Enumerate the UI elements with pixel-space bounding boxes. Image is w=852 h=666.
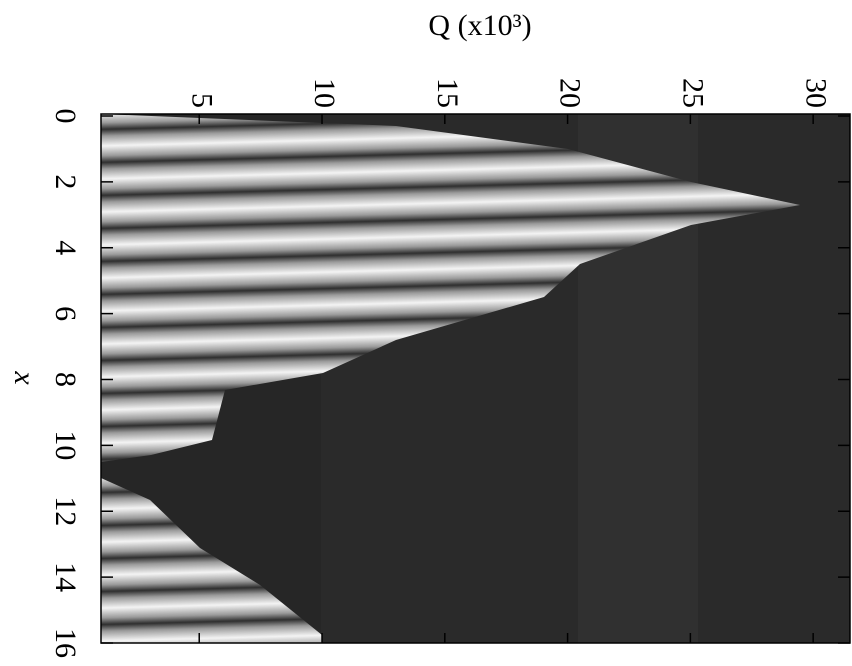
x-tick-label: 30	[799, 78, 832, 108]
x-axis-title: Q (x10³)	[428, 9, 531, 42]
y-tick-label: 12	[49, 496, 82, 526]
y-tick-label: 10	[49, 430, 82, 460]
y-tick-label: 0	[49, 109, 82, 124]
y-tick-label: 4	[49, 240, 82, 255]
y-axis-title: x	[8, 370, 41, 385]
x-tick-label: 15	[431, 78, 464, 108]
plot-frame	[100, 113, 851, 644]
x-tick-label: 25	[676, 78, 709, 108]
y-tick-label: 16	[49, 628, 82, 658]
heatmap-image	[101, 114, 850, 643]
y-tick-label: 8	[49, 372, 82, 387]
x-tick-label: 5	[185, 93, 218, 108]
y-tick-label: 2	[49, 174, 82, 189]
y-tick-label: 6	[49, 306, 82, 321]
x-tick-label: 20	[554, 78, 587, 108]
x-tick-label: 10	[308, 78, 341, 108]
y-tick-label: 14	[49, 562, 82, 592]
